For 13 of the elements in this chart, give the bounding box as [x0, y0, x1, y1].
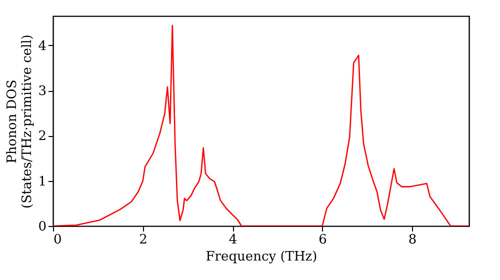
x-tick-label: 0	[54, 232, 62, 248]
x-axis-title: Frequency (THz)	[206, 250, 318, 264]
y-tick-label: 4	[38, 38, 46, 54]
y-tick-label: 0	[38, 220, 46, 234]
line-series	[53, 24, 469, 226]
x-tick-label: 8	[408, 232, 417, 248]
y-tick-label: 2	[38, 129, 46, 144]
y-axis-title: Phonon DOS (States/THz·primitive cell)	[5, 34, 36, 209]
y-tick-label: 1	[38, 174, 46, 190]
x-tick-label: 4	[228, 232, 238, 248]
x-tick-label: 6	[318, 232, 327, 248]
y-tick-label: 3	[38, 84, 46, 100]
x-tick-label: 2	[139, 232, 148, 248]
